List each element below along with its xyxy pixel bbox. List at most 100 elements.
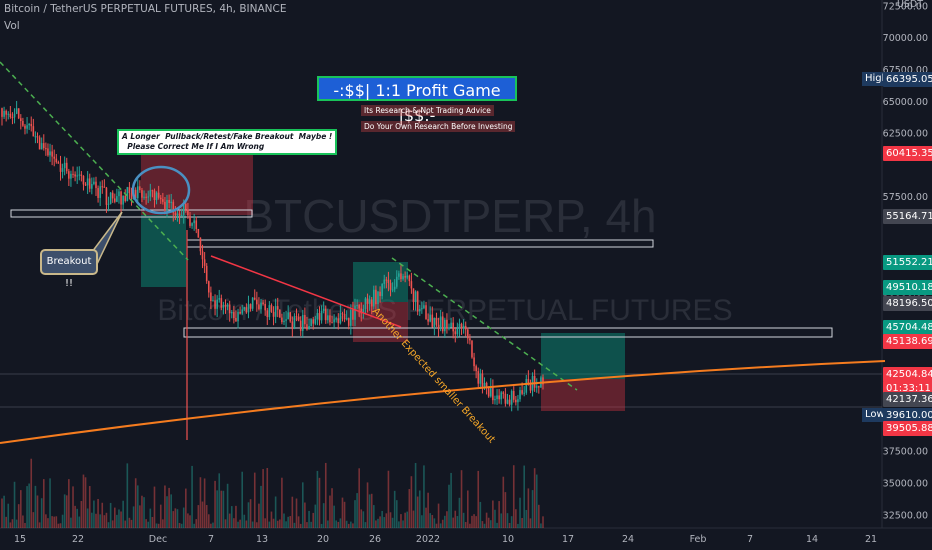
candle-body: [245, 307, 248, 313]
candle-body: [59, 163, 62, 172]
candle-body: [126, 187, 129, 202]
candle-body: [492, 386, 494, 401]
volume-bar: [105, 512, 108, 528]
volume-bar: [519, 497, 521, 528]
volume-bar: [113, 507, 116, 528]
candle-body: [122, 195, 124, 205]
candle-body: [521, 390, 523, 394]
candle-body: [527, 378, 530, 385]
volume-bar: [170, 494, 172, 528]
candle-body: [356, 305, 358, 307]
volume-bar: [34, 485, 37, 528]
target-zone-3: [541, 333, 625, 379]
volume-bar: [370, 493, 373, 528]
volume-bar: [228, 513, 231, 528]
candle-body: [5, 110, 7, 115]
candle-body: [180, 214, 183, 216]
x-tick-label: Feb: [690, 534, 707, 545]
volume-bar: [93, 500, 95, 528]
volume-bar: [502, 476, 505, 528]
candle-body: [47, 148, 49, 156]
price-level-label: 55164.71: [883, 209, 932, 224]
candle-body: [40, 143, 43, 150]
volume-bar: [88, 486, 91, 528]
volume-bar: [458, 497, 461, 528]
candle-body: [377, 291, 379, 305]
volume-bar: [201, 501, 204, 528]
candle-body: [220, 298, 223, 308]
volume-bar: [341, 497, 344, 528]
candle-body: [456, 328, 459, 335]
candle-body: [82, 175, 85, 185]
volume-bar: [76, 508, 78, 528]
volume-bar: [151, 516, 154, 528]
volume-bar: [398, 521, 400, 528]
volume-bar: [337, 521, 340, 528]
volume-bar: [230, 506, 233, 528]
candle-body: [343, 313, 346, 320]
volume-bar: [331, 488, 333, 528]
candle-body: [398, 273, 400, 277]
volume-bar: [542, 516, 544, 528]
candle-body: [337, 318, 340, 324]
volume-bar: [289, 516, 292, 528]
volume-bar: [153, 486, 156, 528]
volume-bar: [272, 518, 275, 528]
candle-body: [128, 187, 131, 194]
volume-bar: [515, 509, 517, 528]
candle-body: [159, 197, 162, 200]
candle-body: [1, 108, 3, 117]
candle-body: [189, 215, 191, 226]
candle-body: [312, 319, 315, 324]
volume-bar: [283, 513, 285, 528]
candle-body: [299, 320, 302, 331]
candle-body: [78, 174, 81, 176]
x-tick-label: 24: [622, 534, 634, 545]
candle-body: [297, 316, 300, 321]
volume-bar: [174, 508, 177, 528]
volume-bar: [406, 511, 409, 528]
volume-bar: [270, 511, 273, 528]
candle-body: [118, 191, 120, 197]
volume-bar: [529, 518, 532, 528]
candle-body: [270, 305, 273, 312]
volume-bar: [477, 470, 480, 528]
volume-bar: [107, 522, 110, 528]
disclaimer-note-2: Do Your Own Research Before Investing: [361, 121, 516, 132]
volume-bar: [324, 462, 327, 528]
price-level-label: 45138.69: [883, 334, 932, 349]
candle-body: [502, 392, 505, 394]
volume-bar: [343, 501, 346, 528]
x-tick-label: 2022: [416, 534, 440, 545]
volume-bar: [40, 498, 43, 528]
volume-bar: [249, 499, 252, 528]
volume-bar: [262, 469, 264, 528]
candle-body: [237, 311, 239, 322]
volume-bar: [233, 518, 235, 528]
volume-bar: [203, 478, 206, 528]
volume-bar: [68, 479, 70, 528]
volume-bar: [47, 518, 49, 528]
candle-body: [72, 173, 74, 175]
candle-body: [32, 126, 35, 137]
low-tag: Low: [862, 408, 888, 422]
candle-body: [479, 373, 482, 384]
candle-body: [201, 251, 204, 260]
volume-bar: [389, 512, 392, 528]
candle-body: [22, 121, 24, 126]
high-value: 66395.05: [883, 72, 932, 87]
y-tick-label: 37500.00: [883, 447, 928, 458]
volume-bar: [360, 509, 363, 528]
volume-bar: [391, 517, 394, 528]
volume-bar: [494, 509, 496, 528]
volume-bar: [241, 471, 244, 528]
volume-bar: [3, 495, 5, 528]
volume-bar: [498, 501, 500, 528]
candle-body: [15, 108, 18, 114]
minor-downtrend-line: [391, 257, 578, 391]
candle-body: [228, 304, 231, 314]
volume-bar: [381, 510, 383, 528]
x-tick-label: 14: [806, 534, 818, 545]
volume-bar: [207, 514, 210, 528]
